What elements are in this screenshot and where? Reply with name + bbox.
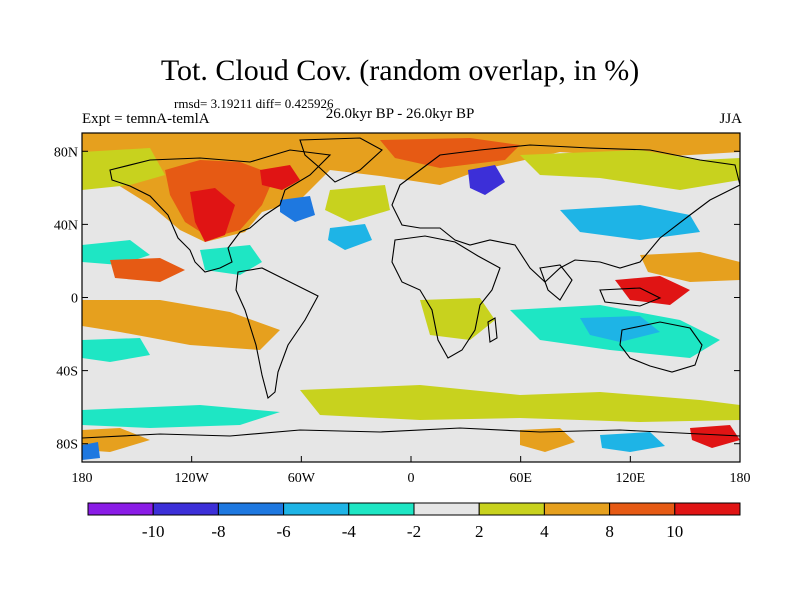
colorbar-label: 10: [666, 522, 683, 541]
anomaly-strong-positive-region: [190, 188, 235, 242]
colorbar-swatch: [543, 502, 611, 516]
colorbar-label: 4: [540, 522, 549, 541]
anomaly-negative-region: [560, 205, 700, 240]
anomaly-strong-positive-region: [260, 165, 300, 190]
anomaly-negative-region: [600, 432, 665, 452]
anomaly-negative-region: [280, 196, 315, 222]
colorbar-label: 8: [605, 522, 614, 541]
anomaly-positive-region: [82, 300, 280, 350]
lon-tick-label: 180: [730, 471, 751, 486]
lon-tick-label: 60W: [288, 471, 316, 486]
anomaly-positive-region: [82, 148, 165, 190]
lat-tick-label: 80S: [56, 438, 78, 453]
anomaly-positive-region: [300, 385, 740, 422]
coastline-maritime-continent: [599, 287, 662, 307]
anomaly-negative-region: [82, 405, 280, 428]
anomaly-positive-region: [420, 298, 495, 340]
colorbar-swatch: [283, 502, 350, 516]
colorbar-swatch: [348, 502, 415, 516]
coastline-africa: [391, 235, 501, 359]
stats-label: rmsd= 3.19211 diff= 0.425926: [174, 96, 334, 111]
anomaly-positive-region: [325, 185, 390, 222]
colorbar-label: -2: [407, 522, 421, 541]
anomaly-positive-region: [82, 428, 150, 452]
colorbar-swatch: [87, 502, 154, 516]
lon-tick-label: 180: [72, 471, 93, 486]
coastline-antarctica: [82, 427, 740, 439]
anomaly-positive-region: [380, 138, 520, 168]
lat-tick-label: 80N: [54, 145, 78, 160]
coastlines: [82, 137, 740, 439]
anomaly-positive-region: [640, 252, 740, 282]
map-title: Tot. Cloud Cov. (random overlap, in %): [160, 54, 640, 87]
anomaly-negative-region: [580, 316, 660, 342]
anomaly-negative-region: [468, 165, 505, 195]
anomaly-positive-region: [520, 428, 575, 452]
colorbar-label: 2: [475, 522, 484, 541]
map-area: 80N 40N 0 40S 80S 180 120W 60W 0 60E 120E 180: [54, 132, 751, 486]
colorbar-label: -6: [277, 522, 291, 541]
lon-tick-label: 0: [408, 471, 415, 486]
coastline-madagascar: [487, 317, 498, 343]
coastline-south-america: [235, 267, 319, 399]
coastline-eurasia: [391, 144, 740, 283]
colorbar-swatch: [413, 502, 480, 516]
colorbar-label: -10: [142, 522, 165, 541]
anomaly-negative-region: [82, 442, 100, 460]
lat-tick-label: 40N: [54, 218, 78, 233]
anomaly-negative-region: [82, 240, 150, 265]
coastline-india: [539, 264, 573, 301]
experiment-label: Expt = temnA-temlA: [82, 111, 210, 127]
lat-tick-label: 0: [71, 292, 78, 307]
lon-tick-label: 120E: [616, 471, 646, 486]
cloud-anomaly-field: [82, 133, 740, 460]
anomaly-strong-positive-region: [110, 258, 185, 282]
season-label: JJA: [719, 111, 742, 127]
anomaly-strong-positive-region: [690, 425, 740, 448]
coastline-australia: [619, 321, 703, 373]
coastline-north-america: [109, 149, 332, 273]
colorbar-swatch: [674, 502, 741, 516]
anomaly-positive-region: [520, 150, 740, 190]
colorbar-label: -8: [211, 522, 225, 541]
anomaly-strong-positive-region: [615, 276, 690, 305]
latitude-axis: 80N 40N 0 40S 80S: [54, 145, 740, 453]
lat-tick-label: 40S: [56, 365, 78, 380]
lon-tick-label: 120W: [175, 471, 210, 486]
period-label: 26.0kyr BP - 26.0kyr BP: [325, 106, 475, 122]
coastline-greenland: [299, 137, 383, 183]
colorbar-swatch: [152, 502, 219, 516]
anomaly-negative-region: [82, 338, 150, 362]
anomaly-negative-region: [328, 224, 372, 250]
longitude-axis: 180 120W 60W 0 60E 120E 180: [72, 456, 751, 486]
colorbar-label: -4: [342, 522, 357, 541]
colorbar-swatch: [217, 502, 285, 516]
colorbar-swatch: [609, 502, 676, 516]
colorbar-swatch: [478, 502, 545, 516]
colorbar: -10 -8 -6 -4 -2 2 4 8 10: [87, 502, 741, 541]
lon-tick-label: 60E: [509, 471, 532, 486]
